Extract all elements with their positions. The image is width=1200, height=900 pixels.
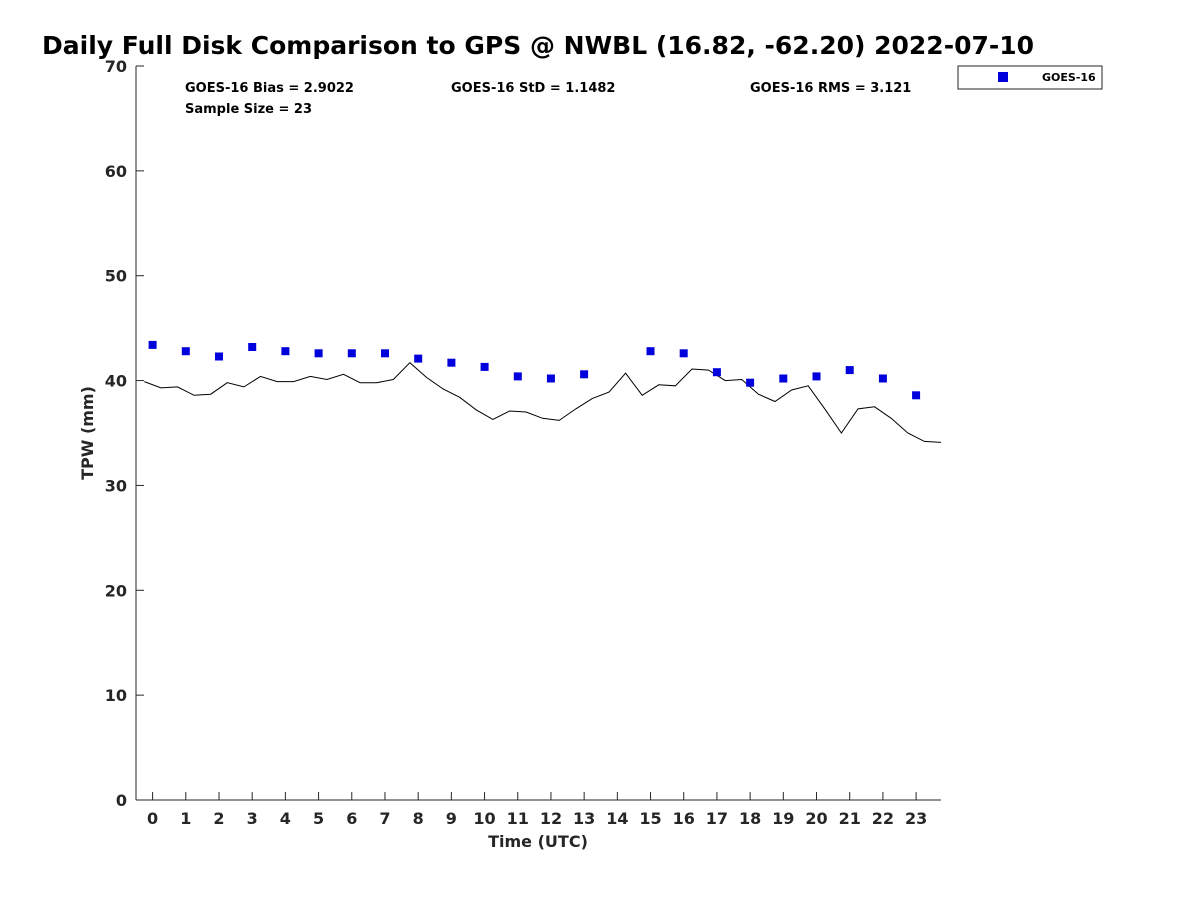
gps-line-layer — [144, 362, 942, 443]
goes16-point — [181, 347, 190, 356]
goes16-point — [779, 374, 788, 383]
std-annotation: GOES-16 StD = 1.1482 — [451, 81, 615, 96]
sample-size-annotation: Sample Size = 23 — [185, 102, 312, 117]
x-tick-label: 1 — [180, 809, 191, 828]
x-tick-label: 20 — [805, 809, 827, 828]
goes16-point — [248, 343, 257, 351]
x-tick-label: 15 — [639, 809, 661, 828]
y-tick-label: 70 — [105, 57, 127, 76]
x-tick-label: 7 — [379, 809, 390, 828]
y-axis-label: TPW (mm) — [78, 386, 97, 480]
legend: GOES-16 — [957, 65, 1103, 90]
y-tick-label: 40 — [105, 372, 127, 391]
x-tick-label: 23 — [905, 809, 927, 828]
goes16-point — [845, 366, 854, 375]
goes16-point-layer — [148, 340, 921, 400]
legend-label-goes16: GOES-16 — [1042, 71, 1096, 84]
stats-annotations: GOES-16 Bias = 2.9022 GOES-16 StD = 1.14… — [185, 81, 911, 117]
x-tick-label: 17 — [706, 809, 728, 828]
goes16-point — [679, 349, 688, 358]
goes16-point — [381, 349, 389, 358]
goes16-point — [215, 352, 223, 361]
x-tick-label: 16 — [673, 809, 695, 828]
x-tick-label: 9 — [446, 809, 457, 828]
x-tick-label: 8 — [413, 809, 424, 828]
x-tick-label: 5 — [313, 809, 324, 828]
y-tick-label: 0 — [116, 791, 127, 810]
plot-area — [135, 66, 941, 801]
goes16-point — [347, 349, 356, 358]
goes16-point — [314, 349, 323, 358]
x-tick-label: 6 — [346, 809, 357, 828]
goes16-point — [912, 391, 921, 400]
x-tick-label: 0 — [147, 809, 158, 828]
y-tick-label: 10 — [105, 686, 127, 705]
y-tick-label: 30 — [105, 476, 127, 495]
y-tick-label: 50 — [105, 267, 127, 286]
goes16-point — [447, 358, 456, 367]
goes16-point — [878, 374, 887, 383]
legend-marker-goes16 — [998, 72, 1008, 82]
x-tick-label: 18 — [739, 809, 761, 828]
chart-title: Daily Full Disk Comparison to GPS @ NWBL… — [42, 31, 1034, 60]
gps-tpw-line — [144, 362, 942, 443]
goes16-point — [513, 372, 522, 381]
x-tick-label: 19 — [772, 809, 794, 828]
goes16-point — [646, 347, 655, 356]
goes16-point — [281, 347, 290, 356]
x-tick-label: 12 — [540, 809, 562, 828]
y-axis: 0 10 20 30 40 50 60 70 — [105, 57, 144, 810]
x-tick-label: 14 — [606, 809, 628, 828]
goes16-point — [148, 340, 157, 349]
goes16-point — [746, 378, 755, 387]
x-tick-label: 21 — [839, 809, 861, 828]
goes16-point — [812, 372, 821, 381]
goes16-point — [480, 362, 489, 371]
y-tick-label: 20 — [105, 581, 127, 600]
x-axis: 0 1 2 3 4 5 6 7 8 9 10 11 12 13 14 15 16 17 18 19 20 21 22 23 — [147, 792, 927, 828]
goes16-point — [414, 354, 423, 363]
y-tick-label: 60 — [105, 162, 127, 181]
goes16-point — [712, 368, 721, 377]
x-axis-label: Time (UTC) — [488, 832, 588, 851]
goes16-point — [546, 374, 555, 383]
x-tick-label: 22 — [872, 809, 894, 828]
x-tick-label: 11 — [507, 809, 529, 828]
x-tick-label: 4 — [280, 809, 291, 828]
x-tick-label: 13 — [573, 809, 595, 828]
goes16-point — [580, 370, 589, 379]
legend-box — [957, 65, 1103, 90]
bias-annotation: GOES-16 Bias = 2.9022 — [185, 81, 354, 96]
x-tick-label: 10 — [473, 809, 495, 828]
rms-annotation: GOES-16 RMS = 3.121 — [750, 81, 911, 96]
x-tick-label: 3 — [247, 809, 258, 828]
x-tick-label: 2 — [213, 809, 224, 828]
